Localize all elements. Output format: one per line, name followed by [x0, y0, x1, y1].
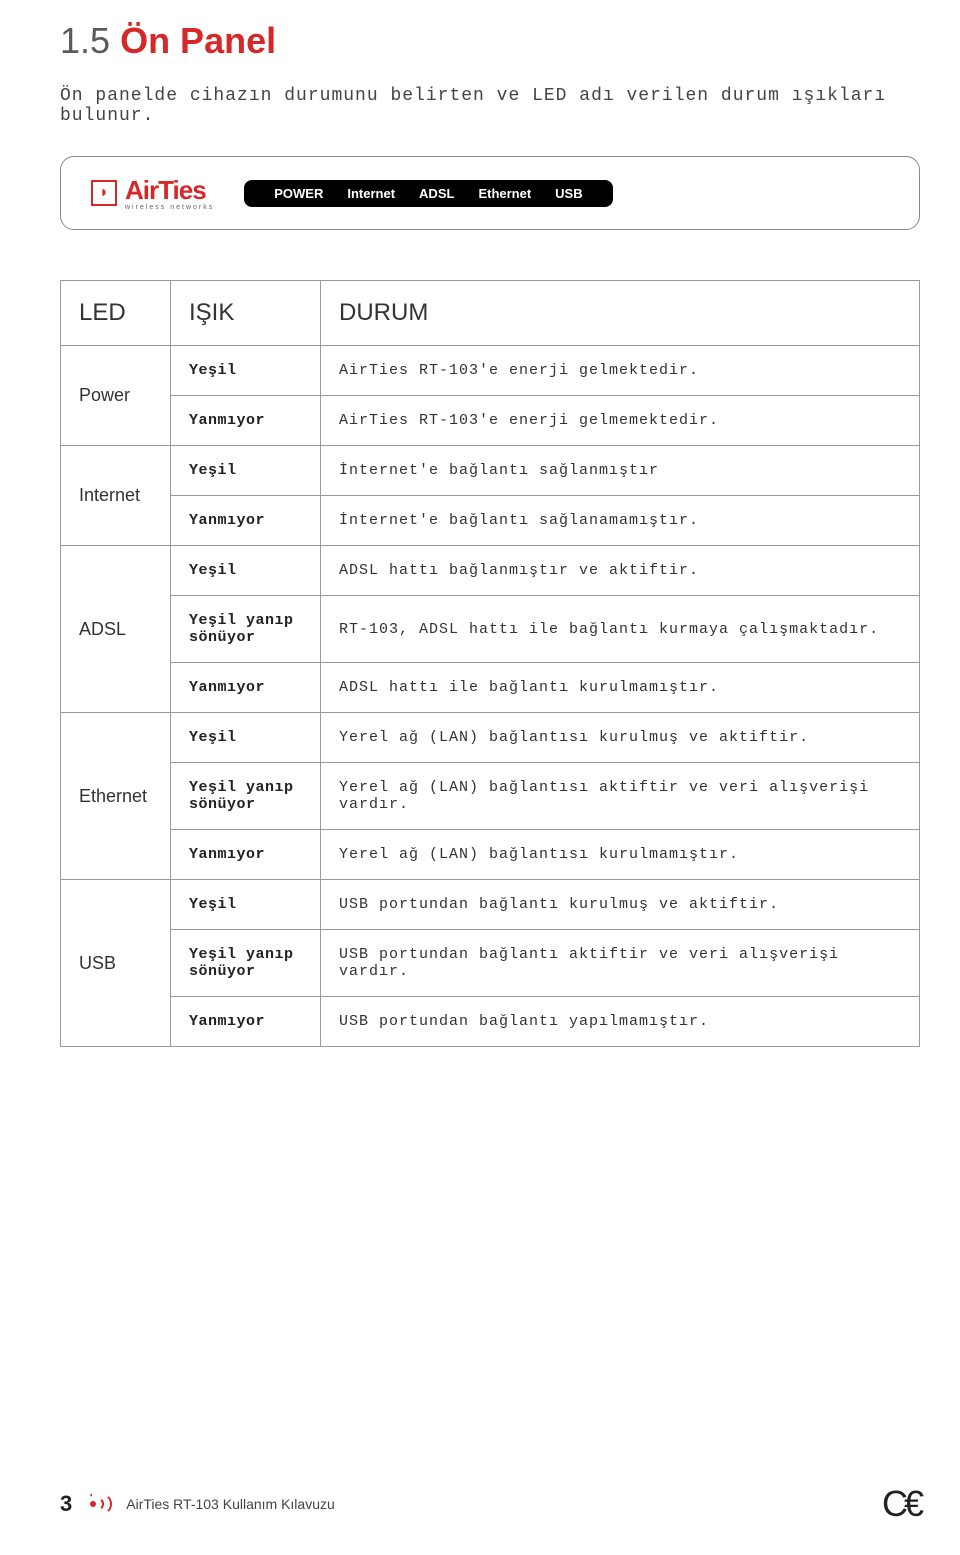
led-light-state: Yeşil yanıp sönüyor	[171, 596, 321, 663]
led-status-description: İnternet'e bağlantı sağlanmıştır	[321, 446, 920, 496]
led-light-state: Yanmıyor	[171, 663, 321, 713]
led-name: ADSL	[61, 546, 171, 713]
led-light-state: Yanmıyor	[171, 496, 321, 546]
section-heading: Ön Panel	[120, 20, 276, 61]
page-number: 3	[60, 1491, 72, 1517]
led-light-state: Yeşil yanıp sönüyor	[171, 930, 321, 997]
panel-led-label: POWER	[274, 186, 323, 201]
ce-mark-icon: C€	[882, 1483, 920, 1525]
led-light-state: Yanmıyor	[171, 830, 321, 880]
led-name: USB	[61, 880, 171, 1047]
led-light-state: Yeşil	[171, 713, 321, 763]
brand-icon: ◗	[91, 180, 117, 206]
led-status-description: İnternet'e bağlantı sağlanamamıştır.	[321, 496, 920, 546]
table-header-led: LED	[61, 281, 171, 346]
led-status-description: RT-103, ADSL hattı ile bağlantı kurmaya …	[321, 596, 920, 663]
table-header-isik: IŞIK	[171, 281, 321, 346]
wifi-icon	[88, 1493, 110, 1515]
panel-led-label: USB	[555, 186, 582, 201]
led-name: Internet	[61, 446, 171, 546]
page-footer: 3 AirTies RT-103 Kullanım Kılavuzu C€	[60, 1483, 920, 1525]
led-light-state: Yeşil	[171, 346, 321, 396]
led-status-description: USB portundan bağlantı kurulmuş ve aktif…	[321, 880, 920, 930]
led-status-description: ADSL hattı bağlanmıştır ve aktiftir.	[321, 546, 920, 596]
led-name: Power	[61, 346, 171, 446]
section-title: 1.5 Ön Panel	[60, 20, 920, 62]
intro-text: Ön panelde cihazın durumunu belirten ve …	[60, 86, 920, 126]
led-status-description: AirTies RT-103'e enerji gelmemektedir.	[321, 396, 920, 446]
section-number: 1.5	[60, 20, 110, 61]
led-light-state: Yeşil	[171, 446, 321, 496]
panel-led-label: ADSL	[419, 186, 454, 201]
panel-led-label: Internet	[347, 186, 395, 201]
led-light-state: Yanmıyor	[171, 396, 321, 446]
led-light-state: Yeşil yanıp sönüyor	[171, 763, 321, 830]
footer-title: AirTies RT-103 Kullanım Kılavuzu	[126, 1496, 335, 1512]
led-status-description: Yerel ağ (LAN) bağlantısı aktiftir ve ve…	[321, 763, 920, 830]
led-status-description: Yerel ağ (LAN) bağlantısı kurulmuş ve ak…	[321, 713, 920, 763]
brand-name: AirTies	[125, 175, 214, 206]
led-status-description: ADSL hattı ile bağlantı kurulmamıştır.	[321, 663, 920, 713]
panel-led-label: Ethernet	[478, 186, 531, 201]
led-status-description: Yerel ağ (LAN) bağlantısı kurulmamıştır.	[321, 830, 920, 880]
table-header-durum: DURUM	[321, 281, 920, 346]
brand-sub: wireless networks	[125, 204, 214, 211]
led-status-table: LED IŞIK DURUM PowerYeşilAirTies RT-103'…	[60, 280, 920, 1047]
led-status-description: AirTies RT-103'e enerji gelmektedir.	[321, 346, 920, 396]
front-panel-diagram: ◗ AirTies wireless networks POWER Intern…	[60, 156, 920, 230]
led-name: Ethernet	[61, 713, 171, 880]
led-light-state: Yanmıyor	[171, 997, 321, 1047]
brand-logo: ◗ AirTies wireless networks	[91, 175, 214, 211]
led-status-description: USB portundan bağlantı aktiftir ve veri …	[321, 930, 920, 997]
led-light-state: Yeşil	[171, 546, 321, 596]
led-label-strip: POWER Internet ADSL Ethernet USB	[244, 180, 612, 207]
led-light-state: Yeşil	[171, 880, 321, 930]
led-status-description: USB portundan bağlantı yapılmamıştır.	[321, 997, 920, 1047]
